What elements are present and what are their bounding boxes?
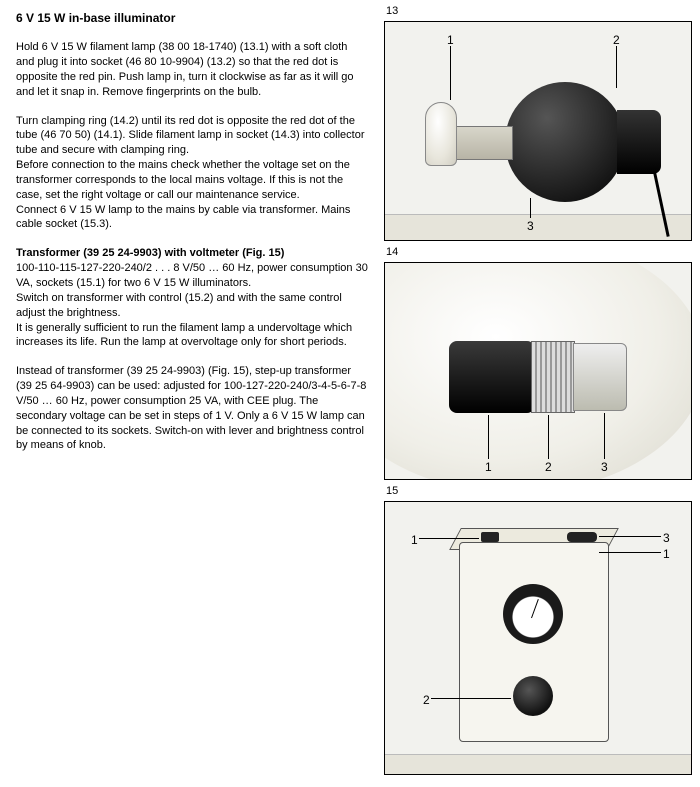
lamp-socket-sleeve [573,343,627,411]
paragraph-2b: Before connection to the mains check whe… [16,159,350,201]
figure-15-block: 15 1 1 3 2 [384,484,692,775]
brightness-knob [513,676,553,716]
figure-14: 1 2 3 [384,262,692,480]
figure-13-number: 13 [384,4,692,19]
manual-page: 6 V 15 W in-base illuminator Hold 6 V 15… [0,0,700,787]
paragraph-3: Transformer (39 25 24-9903) with voltmet… [16,246,368,350]
figure-15-label-3: 3 [663,530,670,546]
figure-14-label-2: 2 [545,459,552,475]
paragraph-3a: 100-110-115-127-220-240/2 . . . 8 V/50 …… [16,262,368,289]
transformer-socket-left [481,532,499,542]
lamp-socket-body [505,82,625,202]
paragraph-2c: Connect 6 V 15 W lamp to the mains by ca… [16,204,350,231]
clamping-ring [531,341,575,413]
figure-14-leader-2 [548,415,549,459]
figure-15-leader-2 [431,698,511,699]
transformer-heading: Transformer (39 25 24-9903) with voltmet… [16,247,284,259]
figure-column: 13 1 2 3 14 [380,0,700,787]
figure-15-leader-3 [599,536,661,537]
figure-15-label-1-left: 1 [411,532,418,548]
figure-15-shelf [385,754,691,774]
figure-14-block: 14 1 2 3 [384,245,692,480]
paragraph-1: Hold 6 V 15 W filament lamp (38 00 18-17… [16,40,368,99]
figure-13-leader-2 [616,46,617,88]
lamp-rear-cap [617,110,661,174]
figure-14-label-3: 3 [601,459,608,475]
figure-15-leader-1-left [419,538,479,539]
collector-tube [449,341,535,413]
paragraph-2: Turn clamping ring (14.2) until its red … [16,114,368,233]
text-column: 6 V 15 W in-base illuminator Hold 6 V 15… [0,0,380,787]
figure-15: 1 1 3 2 [384,501,692,775]
lamp-neck [453,126,513,160]
paragraph-3b: Switch on transformer with control (15.2… [16,292,342,319]
page-title: 6 V 15 W in-base illuminator [16,10,368,26]
figure-13: 1 2 3 [384,21,692,241]
figure-15-leader-1-right [599,552,661,553]
figure-13-label-3: 3 [527,218,534,234]
figure-14-leader-3 [604,413,605,459]
figure-13-shelf [385,214,691,240]
figure-15-label-2: 2 [423,692,430,708]
paragraph-3c: It is generally sufficient to run the fi… [16,322,352,349]
figure-15-label-1-right: 1 [663,546,670,562]
transformer-switch-right [567,532,597,542]
figure-13-leader-1 [450,46,451,100]
figure-14-label-1: 1 [485,459,492,475]
figure-15-number: 15 [384,484,692,499]
figure-14-number: 14 [384,245,692,260]
paragraph-2a: Turn clamping ring (14.2) until its red … [16,115,365,157]
filament-bulb [425,102,457,166]
paragraph-4: Instead of transformer (39 25 24-9903) (… [16,364,368,453]
figure-14-leader-1 [488,415,489,459]
figure-13-leader-3 [530,198,531,218]
figure-13-block: 13 1 2 3 [384,4,692,241]
